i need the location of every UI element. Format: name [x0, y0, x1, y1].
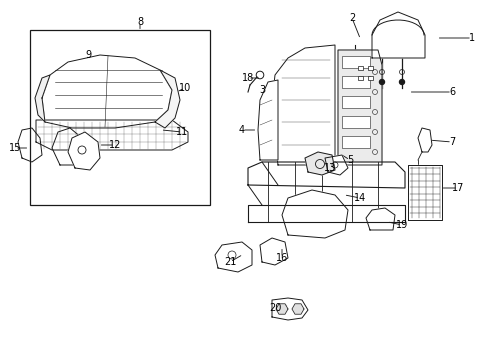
Polygon shape: [42, 55, 172, 128]
Bar: [342, 76, 370, 88]
Text: 15: 15: [9, 143, 21, 153]
Polygon shape: [18, 128, 42, 162]
Bar: [342, 56, 370, 68]
Text: 17: 17: [452, 183, 464, 193]
Polygon shape: [258, 80, 278, 160]
Text: 16: 16: [276, 253, 288, 263]
Polygon shape: [338, 50, 382, 165]
Text: 5: 5: [347, 155, 353, 165]
Bar: [342, 136, 370, 148]
Polygon shape: [276, 304, 288, 314]
Text: 1: 1: [469, 33, 475, 43]
Polygon shape: [372, 12, 425, 58]
Polygon shape: [408, 165, 442, 220]
Polygon shape: [260, 238, 288, 265]
Text: 20: 20: [269, 303, 281, 313]
Text: 7: 7: [449, 137, 455, 147]
Text: 4: 4: [239, 125, 245, 135]
Polygon shape: [282, 190, 348, 238]
Text: 18: 18: [242, 73, 254, 83]
Text: 10: 10: [179, 83, 191, 93]
Polygon shape: [248, 205, 405, 222]
Polygon shape: [366, 208, 395, 230]
Polygon shape: [292, 304, 304, 314]
Bar: [342, 96, 370, 108]
Text: 12: 12: [109, 140, 121, 150]
Polygon shape: [305, 152, 335, 175]
Bar: [342, 116, 370, 128]
Polygon shape: [272, 298, 308, 320]
Polygon shape: [325, 155, 348, 175]
Text: 9: 9: [85, 50, 91, 60]
Text: 8: 8: [137, 17, 143, 27]
Polygon shape: [248, 162, 405, 188]
Polygon shape: [272, 45, 335, 165]
Polygon shape: [35, 75, 50, 122]
Text: 13: 13: [324, 163, 336, 173]
Text: 11: 11: [176, 127, 188, 137]
Text: 6: 6: [449, 87, 455, 97]
Circle shape: [379, 80, 385, 85]
Bar: [368, 76, 372, 80]
Bar: [358, 76, 363, 80]
Text: 14: 14: [354, 193, 366, 203]
Polygon shape: [36, 120, 188, 150]
Polygon shape: [52, 128, 85, 165]
Text: 3: 3: [259, 85, 265, 95]
Polygon shape: [215, 242, 252, 272]
Text: 2: 2: [349, 13, 355, 23]
Polygon shape: [68, 132, 100, 170]
Bar: [358, 66, 363, 70]
Text: 19: 19: [396, 220, 408, 230]
Polygon shape: [155, 70, 180, 128]
Text: 21: 21: [224, 257, 236, 267]
Circle shape: [399, 80, 405, 85]
Bar: [368, 66, 372, 70]
Polygon shape: [418, 128, 432, 152]
Bar: [30, 30, 210, 205]
